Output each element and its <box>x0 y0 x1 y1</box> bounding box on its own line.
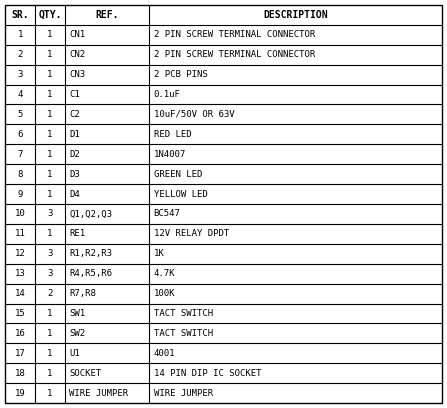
Text: 3: 3 <box>47 269 53 278</box>
Text: TACT SWITCH: TACT SWITCH <box>154 309 213 318</box>
Text: 13: 13 <box>15 269 25 278</box>
Text: 0.1uF: 0.1uF <box>154 90 181 99</box>
Text: 1: 1 <box>47 309 53 318</box>
Text: BC547: BC547 <box>154 209 181 218</box>
Text: 4.7K: 4.7K <box>154 269 175 278</box>
Text: 10: 10 <box>15 209 25 218</box>
Text: 1K: 1K <box>154 249 164 258</box>
Text: CN2: CN2 <box>69 50 85 59</box>
Text: 1: 1 <box>47 30 53 39</box>
Text: 14: 14 <box>15 289 25 298</box>
Text: RED LED: RED LED <box>154 130 191 139</box>
Text: 5: 5 <box>17 110 23 119</box>
Text: 18: 18 <box>15 369 25 378</box>
Text: 1: 1 <box>47 229 53 238</box>
Text: 3: 3 <box>17 70 23 79</box>
Text: 1: 1 <box>47 150 53 159</box>
Text: 1: 1 <box>47 170 53 179</box>
Text: 2: 2 <box>47 289 53 298</box>
Text: 1: 1 <box>47 70 53 79</box>
Text: 1: 1 <box>17 30 23 39</box>
Text: 19: 19 <box>15 389 25 398</box>
Text: REF.: REF. <box>95 10 119 20</box>
Text: 4: 4 <box>17 90 23 99</box>
Text: 4001: 4001 <box>154 349 175 358</box>
Text: 3: 3 <box>47 249 53 258</box>
Text: 12: 12 <box>15 249 25 258</box>
Text: 1: 1 <box>47 349 53 358</box>
Text: 1: 1 <box>47 110 53 119</box>
Text: R7,R8: R7,R8 <box>69 289 96 298</box>
Text: CN3: CN3 <box>69 70 85 79</box>
Text: D2: D2 <box>69 150 80 159</box>
Text: DESCRIPTION: DESCRIPTION <box>263 10 328 20</box>
Text: 7: 7 <box>17 150 23 159</box>
Text: 2 PCB PINS: 2 PCB PINS <box>154 70 207 79</box>
Text: YELLOW LED: YELLOW LED <box>154 190 207 199</box>
Text: WIRE JUMPER: WIRE JUMPER <box>69 389 128 398</box>
Text: RE1: RE1 <box>69 229 85 238</box>
Text: 14 PIN DIP IC SOCKET: 14 PIN DIP IC SOCKET <box>154 369 261 378</box>
Text: 1: 1 <box>47 369 53 378</box>
Text: 9: 9 <box>17 190 23 199</box>
Text: CN1: CN1 <box>69 30 85 39</box>
Text: R1,R2,R3: R1,R2,R3 <box>69 249 112 258</box>
Text: 2 PIN SCREW TERMINAL CONNECTOR: 2 PIN SCREW TERMINAL CONNECTOR <box>154 50 315 59</box>
Text: 17: 17 <box>15 349 25 358</box>
Text: 2 PIN SCREW TERMINAL CONNECTOR: 2 PIN SCREW TERMINAL CONNECTOR <box>154 30 315 39</box>
Text: 1: 1 <box>47 130 53 139</box>
Text: 10uF/50V OR 63V: 10uF/50V OR 63V <box>154 110 234 119</box>
Text: U1: U1 <box>69 349 80 358</box>
Text: WIRE JUMPER: WIRE JUMPER <box>154 389 213 398</box>
Text: 8: 8 <box>17 170 23 179</box>
Text: 1N4007: 1N4007 <box>154 150 186 159</box>
Text: Q1,Q2,Q3: Q1,Q2,Q3 <box>69 209 112 218</box>
Text: 15: 15 <box>15 309 25 318</box>
Text: 1: 1 <box>47 329 53 338</box>
Text: 1: 1 <box>47 190 53 199</box>
Text: D1: D1 <box>69 130 80 139</box>
Text: 1: 1 <box>47 50 53 59</box>
Text: D4: D4 <box>69 190 80 199</box>
Text: 100K: 100K <box>154 289 175 298</box>
Text: 1: 1 <box>47 90 53 99</box>
Text: SW2: SW2 <box>69 329 85 338</box>
Text: SR.: SR. <box>12 10 29 20</box>
Text: 1: 1 <box>47 389 53 398</box>
Text: 16: 16 <box>15 329 25 338</box>
Text: 12V RELAY DPDT: 12V RELAY DPDT <box>154 229 229 238</box>
Text: C2: C2 <box>69 110 80 119</box>
Text: 6: 6 <box>17 130 23 139</box>
Text: SW1: SW1 <box>69 309 85 318</box>
Text: QTY.: QTY. <box>38 10 62 20</box>
Text: SOCKET: SOCKET <box>69 369 101 378</box>
Text: TACT SWITCH: TACT SWITCH <box>154 329 213 338</box>
Text: R4,R5,R6: R4,R5,R6 <box>69 269 112 278</box>
Text: GREEN LED: GREEN LED <box>154 170 202 179</box>
Text: 2: 2 <box>17 50 23 59</box>
Text: D3: D3 <box>69 170 80 179</box>
Text: 3: 3 <box>47 209 53 218</box>
Text: C1: C1 <box>69 90 80 99</box>
Text: 11: 11 <box>15 229 25 238</box>
